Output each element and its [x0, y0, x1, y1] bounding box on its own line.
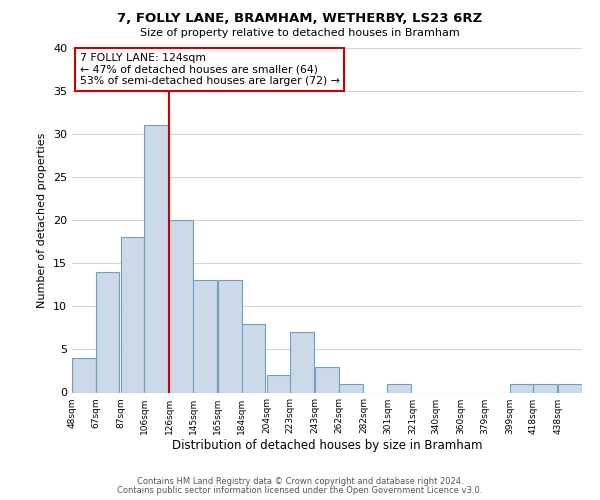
Bar: [339, 384, 362, 392]
Text: Contains HM Land Registry data © Crown copyright and database right 2024.: Contains HM Land Registry data © Crown c…: [137, 477, 463, 486]
Bar: [242, 324, 265, 392]
X-axis label: Distribution of detached houses by size in Bramham: Distribution of detached houses by size …: [172, 440, 482, 452]
Text: 7, FOLLY LANE, BRAMHAM, WETHERBY, LS23 6RZ: 7, FOLLY LANE, BRAMHAM, WETHERBY, LS23 6…: [118, 12, 482, 26]
Text: Contains public sector information licensed under the Open Government Licence v3: Contains public sector information licen…: [118, 486, 482, 495]
Text: Size of property relative to detached houses in Bramham: Size of property relative to detached ho…: [140, 28, 460, 38]
Bar: [315, 366, 339, 392]
Bar: [559, 384, 582, 392]
Y-axis label: Number of detached properties: Number of detached properties: [37, 132, 47, 308]
Bar: [72, 358, 95, 392]
Bar: [533, 384, 557, 392]
Bar: [509, 384, 533, 392]
Bar: [388, 384, 411, 392]
Bar: [95, 272, 119, 392]
Bar: [193, 280, 217, 392]
Bar: [290, 332, 314, 392]
Text: 7 FOLLY LANE: 124sqm
← 47% of detached houses are smaller (64)
53% of semi-detac: 7 FOLLY LANE: 124sqm ← 47% of detached h…: [80, 52, 340, 86]
Bar: [169, 220, 193, 392]
Bar: [218, 280, 242, 392]
Bar: [145, 125, 168, 392]
Bar: [121, 238, 145, 392]
Bar: [266, 375, 290, 392]
